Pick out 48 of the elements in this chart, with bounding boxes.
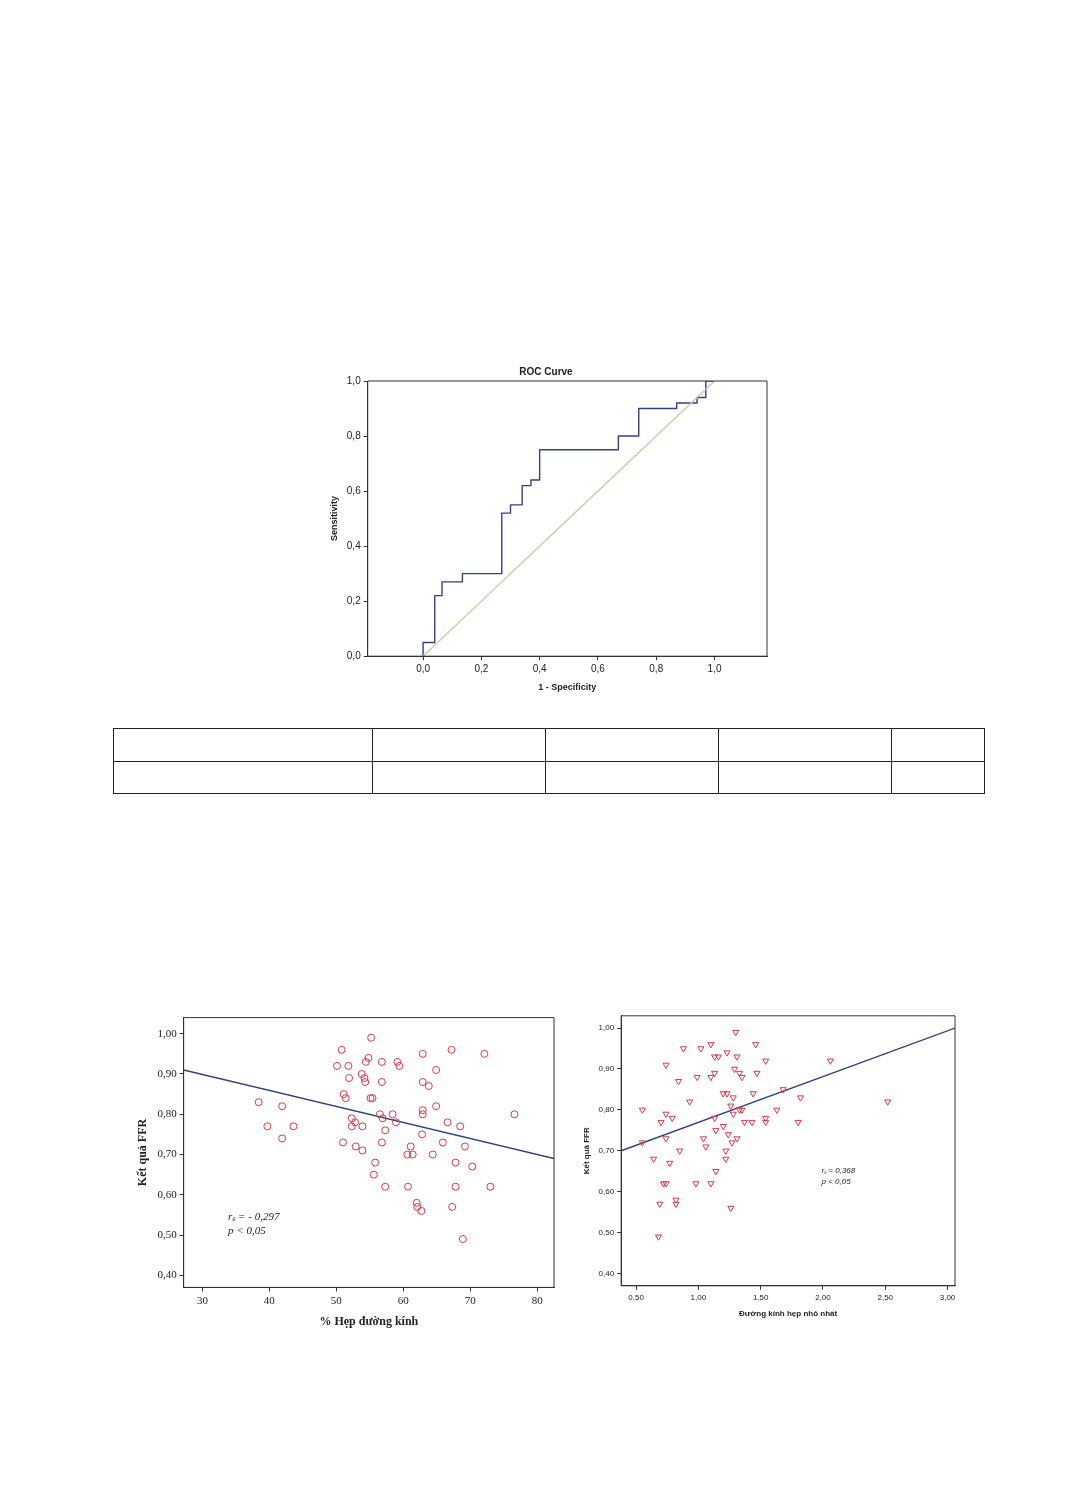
y-tick-label: 0,90 (598, 1064, 615, 1074)
y-tick-label: 0,60 (598, 1186, 615, 1196)
y-tick-label: 0,6 (346, 484, 362, 496)
y-tick-label: 0,8 (346, 429, 362, 441)
x-tick-label: 3,00 (939, 1292, 956, 1302)
y-tick-label: 0,2 (346, 594, 362, 606)
annotation: p < 0,05 (227, 1224, 267, 1237)
x-tick-label: 60 (397, 1293, 410, 1306)
y-tick-label: 1,0 (346, 374, 362, 386)
x-tick-label: 80 (531, 1293, 544, 1306)
x-tick-label: 1,50 (752, 1292, 770, 1302)
y-tick-label: 0,60 (157, 1187, 178, 1200)
annotation: p < 0,05 (820, 1177, 852, 1187)
x-tick-label: 0,0 (416, 662, 431, 674)
y-axis-title: Sensitivity (328, 496, 339, 542)
x-tick-label: 1,00 (690, 1292, 707, 1302)
y-tick-label: 0,80 (598, 1105, 615, 1115)
y-tick-label: 0,40 (598, 1268, 615, 1278)
x-axis-title: 1 - Specificity (538, 682, 597, 693)
chart-title: ROC Curve (519, 365, 574, 377)
y-tick-label: 1,00 (157, 1026, 178, 1039)
y-tick-label: 0,70 (157, 1147, 178, 1160)
y-axis-title: Kết quả FFR (135, 1118, 150, 1187)
y-tick-label: 1,00 (598, 1023, 615, 1033)
x-tick-label: 1,0 (707, 662, 722, 674)
y-tick-label: 0,4 (346, 539, 362, 551)
annotation: rₛ = - 0,297 (228, 1210, 280, 1223)
y-tick-label: 0,0 (346, 649, 362, 661)
annotation: rₛ = 0,368 (821, 1166, 856, 1176)
y-tick-label: 0,70 (598, 1146, 615, 1155)
y-tick-label: 0,80 (157, 1107, 178, 1120)
x-axis-title: Đường kính hẹp nhỏ nhất (739, 1309, 838, 1319)
x-tick-label: 2,50 (877, 1292, 894, 1302)
y-tick-label: 0,40 (157, 1268, 178, 1281)
x-tick-label: 0,50 (628, 1292, 645, 1302)
x-tick-label: 2,00 (815, 1292, 832, 1302)
x-axis-title: % Hẹp đường kính (319, 1313, 419, 1328)
y-tick-label: 0,50 (598, 1227, 615, 1237)
x-tick-label: 0,8 (649, 662, 664, 674)
y-axis-title: Kết quả FFR (582, 1127, 591, 1175)
x-tick-label: 70 (464, 1293, 477, 1306)
y-tick-label: 0,50 (157, 1227, 178, 1240)
x-tick-label: 40 (263, 1293, 276, 1306)
x-tick-label: 50 (330, 1293, 343, 1306)
x-tick-label: 0,4 (532, 662, 548, 674)
y-tick-label: 0,90 (157, 1066, 178, 1079)
x-tick-label: 30 (196, 1293, 209, 1306)
x-tick-label: 0,2 (474, 662, 489, 674)
